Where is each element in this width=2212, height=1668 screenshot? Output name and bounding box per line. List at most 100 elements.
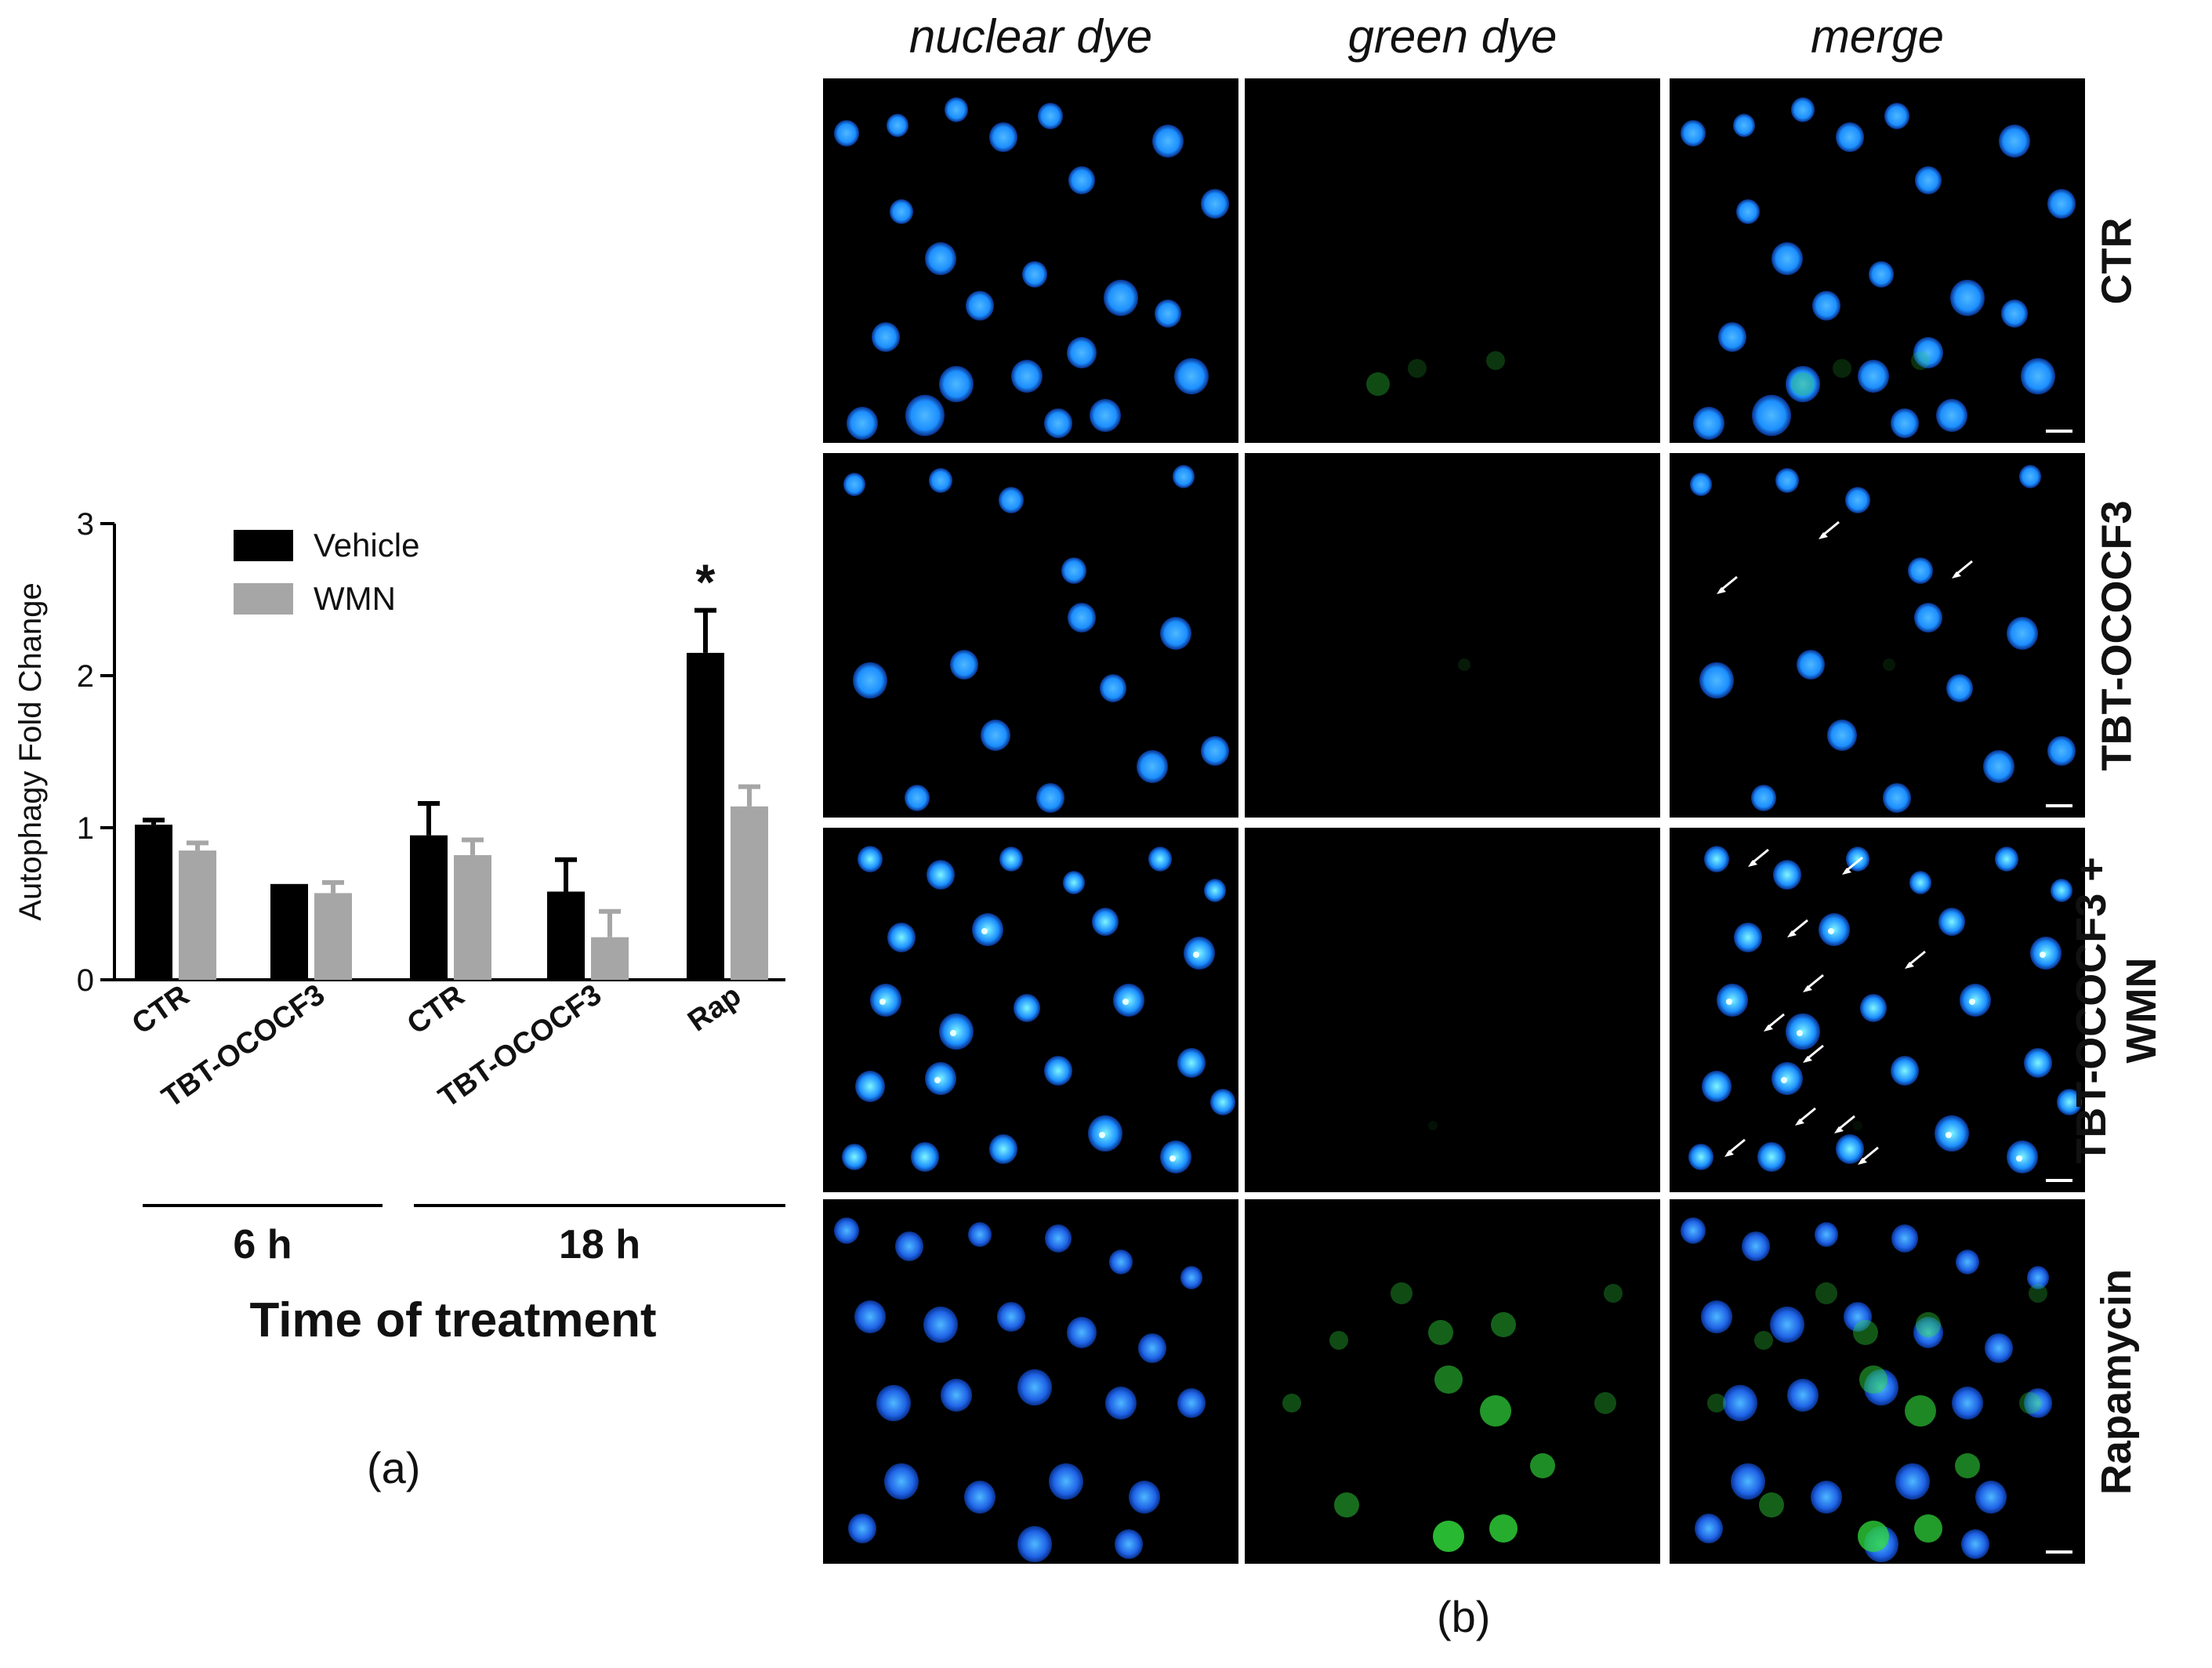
y-tick-label: 2 — [77, 659, 94, 694]
nucleus-bright-spot — [950, 1030, 956, 1036]
nucleus — [1184, 937, 1215, 970]
nucleus — [1913, 337, 1943, 368]
nucleus — [855, 1071, 885, 1102]
y-axis-label: Autophagy Fold Change — [13, 582, 48, 920]
nucleus — [887, 923, 916, 952]
nucleus — [848, 1514, 876, 1543]
nucleus — [989, 1134, 1017, 1164]
nucleus — [1913, 1317, 1943, 1348]
bar-vehicle — [135, 825, 172, 980]
bar-wmn — [591, 937, 629, 980]
col-header-green-dye: green dye — [1347, 10, 1557, 63]
nucleus-bright-spot — [1797, 1030, 1803, 1036]
nucleus — [1771, 242, 1803, 275]
nucleus — [1860, 994, 1887, 1022]
nucleus — [1173, 465, 1195, 488]
micrograph-tbt-wmn-green-dye — [1245, 828, 1660, 1192]
nucleus — [1757, 1142, 1786, 1172]
micrograph-tbt-nuclear-dye — [823, 453, 1238, 818]
nucleus — [858, 846, 883, 872]
green-signal — [1604, 1284, 1623, 1303]
nucleus — [999, 847, 1023, 872]
nucleus — [1827, 720, 1857, 751]
nucleus — [1138, 1333, 1166, 1363]
micrograph-image — [1681, 97, 2076, 440]
row-label-ctr: CTR — [2093, 78, 2140, 443]
micrograph-ctr-nuclear-dye — [823, 78, 1238, 443]
nucleus — [923, 1306, 958, 1343]
nucleus — [1733, 114, 1755, 137]
nucleus — [968, 1222, 992, 1247]
micrograph-image — [843, 465, 1229, 813]
nucleus — [1786, 1013, 1820, 1050]
nucleus — [1681, 1217, 1706, 1244]
nucleus — [843, 473, 865, 496]
nucleus — [1845, 487, 1870, 513]
scale-bar — [2046, 804, 2072, 807]
green-signal — [1859, 1365, 1887, 1394]
nucleus — [1844, 1302, 1872, 1332]
green-signal — [1282, 1394, 1301, 1412]
nucleus — [1946, 674, 1973, 702]
nucleus — [1701, 1300, 1732, 1333]
nucleus-bright-spot — [1099, 1132, 1105, 1138]
nucleus — [1718, 322, 1746, 352]
nucleus — [1952, 1387, 1983, 1420]
green-signal — [1458, 658, 1470, 671]
nucleus — [1752, 394, 1791, 437]
nucleus — [1787, 1379, 1819, 1412]
green-signal — [1486, 351, 1505, 370]
nucleus-bright-spot — [1193, 952, 1199, 958]
nucleus — [2007, 617, 2038, 650]
nucleus-bright-spot — [1945, 1132, 1952, 1138]
nucleus — [834, 1217, 859, 1244]
micrograph-image — [1681, 1217, 2072, 1563]
micrograph-image — [1428, 1121, 1438, 1130]
nucleus — [1693, 407, 1724, 440]
nucleus-bright-spot — [1828, 928, 1834, 934]
nucleus — [1869, 261, 1894, 288]
nucleus — [884, 1463, 919, 1500]
nucleus — [929, 468, 952, 493]
micrograph-rapamycin-merge — [1670, 1199, 2085, 1564]
bar-vehicle — [687, 652, 724, 980]
nucleus — [1038, 103, 1063, 129]
nucleus — [1160, 1140, 1191, 1173]
nucleus — [989, 122, 1017, 152]
bar-vehicle — [547, 891, 585, 980]
arrow-head — [1717, 587, 1726, 594]
green-signal — [1391, 1282, 1412, 1304]
nucleus — [1017, 1369, 1052, 1406]
nucleus — [1113, 984, 1144, 1017]
scale-bar — [2046, 1179, 2072, 1182]
row-label-tbt-wmn-text: TBT-OCOCF3 + WMN — [2068, 856, 2165, 1164]
nucleus — [1771, 1062, 1803, 1095]
arrow-head — [1764, 1024, 1773, 1032]
nucleus — [1819, 913, 1850, 946]
nucleus — [1883, 783, 1911, 813]
nucleus-bright-spot — [1781, 1077, 1787, 1083]
nucleus — [1895, 1463, 1930, 1500]
green-signal — [1911, 351, 1930, 370]
micrograph-image — [1688, 846, 2082, 1182]
nucleus — [1067, 1317, 1097, 1348]
nucleus-bright-spot — [2016, 1155, 2022, 1162]
nucleus — [999, 487, 1024, 513]
nucleus — [1063, 871, 1085, 894]
nucleus — [927, 860, 955, 890]
micrograph-image — [1366, 351, 1505, 396]
bar-wmn — [731, 806, 768, 980]
nucleus — [997, 1302, 1025, 1332]
nucleus — [905, 394, 945, 437]
nucleus — [1681, 120, 1706, 147]
arrow-head — [1787, 930, 1797, 937]
legend-label-wmn: WMN — [314, 580, 396, 617]
row-label-tbt-wmn: TBT-OCOCF3 + WMN — [2068, 828, 2165, 1192]
green-signal — [1791, 372, 1815, 396]
green-signal — [1489, 1514, 1518, 1543]
x-category-label: Rap — [682, 979, 747, 1039]
green-signal — [2019, 1392, 2041, 1414]
green-signal — [1815, 1282, 1837, 1304]
legend-swatch-vehicle — [234, 530, 293, 561]
